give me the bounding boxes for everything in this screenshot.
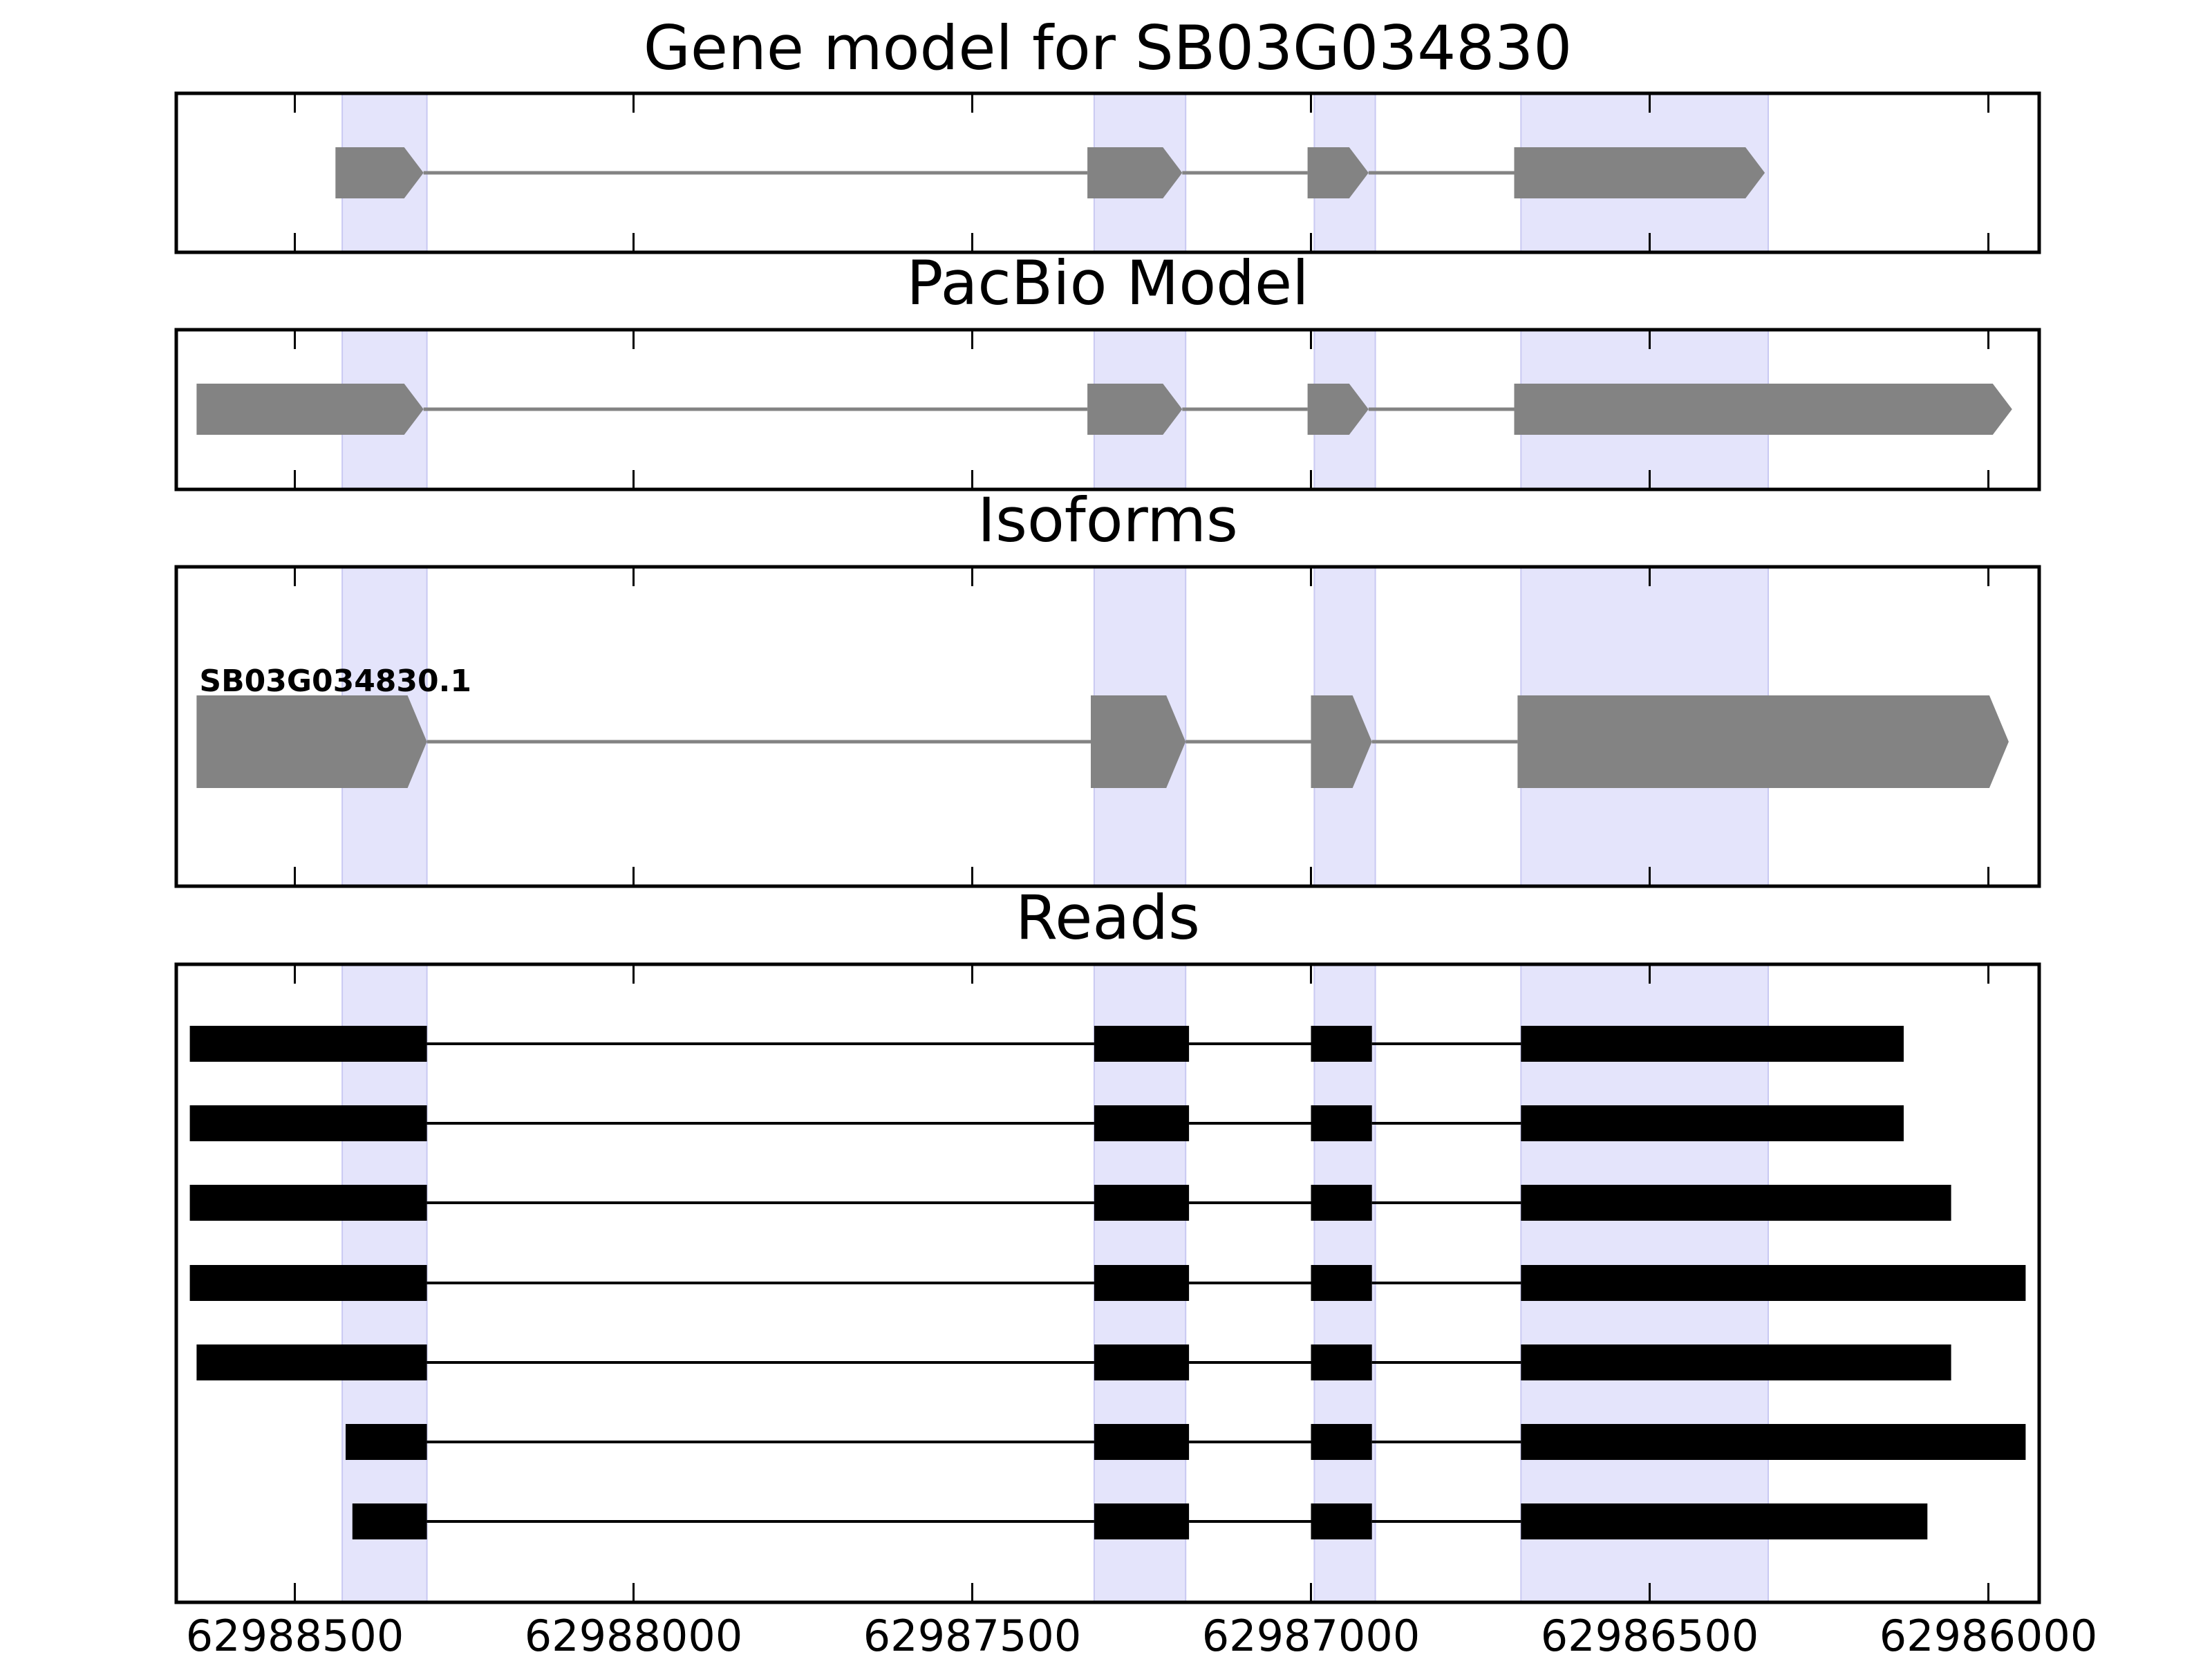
panel-frame bbox=[174, 91, 2041, 254]
exon-block bbox=[196, 384, 424, 435]
read-exon bbox=[196, 1344, 427, 1380]
read-exon bbox=[1521, 1503, 1928, 1539]
read-exon bbox=[189, 1105, 427, 1141]
read-exon bbox=[1094, 1344, 1190, 1380]
read-exon bbox=[1094, 1105, 1190, 1141]
feature-layer bbox=[189, 147, 2026, 1539]
panel-title: Gene model for SB03G034830 bbox=[644, 12, 1573, 84]
exon-block bbox=[196, 695, 427, 788]
read-exon bbox=[189, 1185, 427, 1221]
read-exon bbox=[1311, 1503, 1372, 1539]
panel-title: PacBio Model bbox=[906, 247, 1309, 319]
read-exon bbox=[189, 1026, 427, 1062]
exon-block bbox=[335, 147, 424, 198]
read-exon bbox=[1311, 1265, 1372, 1301]
read-exon bbox=[1521, 1185, 1951, 1221]
exon-block bbox=[1514, 147, 1765, 198]
tick-label: 62986500 bbox=[1541, 1611, 1759, 1659]
tick-label: 62986000 bbox=[1880, 1611, 2098, 1659]
panel-title: Reads bbox=[1015, 882, 1200, 953]
read-exon bbox=[1311, 1185, 1372, 1221]
read-exon bbox=[1311, 1026, 1372, 1062]
read-exon bbox=[1521, 1265, 2026, 1301]
exon-block bbox=[1307, 147, 1369, 198]
text-layer: Gene model for SB03G034830 PacBio Model SB… bbox=[186, 12, 2098, 1659]
read-exon bbox=[1094, 1424, 1190, 1460]
exon-block bbox=[1087, 147, 1183, 198]
exon-block bbox=[1307, 384, 1369, 435]
read-exon bbox=[1094, 1503, 1190, 1539]
exon-block bbox=[1311, 695, 1372, 788]
read-exon bbox=[1094, 1026, 1190, 1062]
read-exon bbox=[189, 1265, 427, 1301]
panel-frame bbox=[174, 328, 2041, 491]
exon-block bbox=[1517, 695, 2009, 788]
read-exon bbox=[1311, 1105, 1372, 1141]
read-exon bbox=[1094, 1265, 1190, 1301]
exon-block bbox=[1087, 384, 1183, 435]
tick-label: 62987500 bbox=[863, 1611, 1082, 1659]
read-exon bbox=[1311, 1344, 1372, 1380]
frame-layer bbox=[174, 91, 2041, 1604]
isoform-label: SB03G034830.1 bbox=[199, 664, 471, 699]
tick-label: 62988000 bbox=[525, 1611, 743, 1659]
panel-frame bbox=[174, 962, 2041, 1604]
read-exon bbox=[1311, 1424, 1372, 1460]
tick-label: 62987000 bbox=[1202, 1611, 1421, 1659]
read-exon bbox=[1521, 1105, 1904, 1141]
exon-block bbox=[1514, 384, 2012, 435]
read-exon bbox=[1521, 1344, 1951, 1380]
read-exon bbox=[346, 1424, 427, 1460]
read-exon bbox=[1094, 1185, 1190, 1221]
tick-label: 62988500 bbox=[186, 1611, 404, 1659]
read-exon bbox=[1521, 1026, 1904, 1062]
panel-frame bbox=[174, 565, 2041, 888]
exon-block bbox=[1091, 695, 1186, 788]
read-exon bbox=[1521, 1424, 2026, 1460]
panel-title: Isoforms bbox=[977, 485, 1238, 556]
read-exon bbox=[352, 1503, 427, 1539]
